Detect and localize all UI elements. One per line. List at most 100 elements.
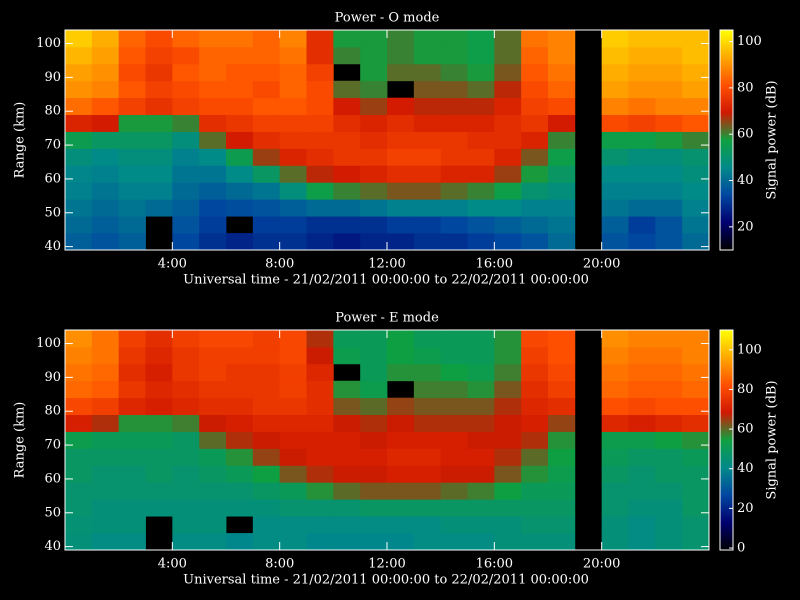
heatmap-cell — [333, 233, 361, 251]
heatmap-cell — [682, 380, 710, 399]
heatmap-cell — [118, 330, 146, 348]
heatmap-cell — [548, 63, 576, 82]
heatmap-cell — [65, 465, 93, 483]
heatmap-cell — [548, 46, 576, 65]
heatmap-cell — [360, 499, 388, 517]
heatmap-cell — [118, 499, 146, 517]
heatmap-cell — [494, 131, 522, 149]
heatmap-cell — [655, 448, 683, 466]
heatmap-cell — [413, 80, 442, 99]
heatmap-cell — [521, 199, 549, 217]
heatmap-cell — [521, 233, 549, 251]
heatmap-cell — [306, 30, 334, 48]
heatmap-cell — [467, 63, 495, 82]
heatmap-cell — [306, 516, 334, 534]
heatmap-cell — [548, 165, 576, 183]
heatmap-cell — [628, 414, 656, 432]
heatmap-cells — [65, 30, 710, 251]
heatmap-cell — [118, 148, 146, 166]
heatmap-cell — [682, 46, 710, 65]
heatmap-cell — [387, 46, 415, 65]
heatmap-cell — [145, 148, 173, 166]
heatmap-cell — [548, 114, 576, 132]
heatmap-cell — [226, 182, 254, 200]
heatmap-cell — [387, 97, 415, 116]
heatmap-cell — [387, 448, 415, 466]
heatmap-cell — [333, 414, 361, 432]
heatmap-cell — [172, 165, 200, 183]
heatmap-cell — [467, 80, 495, 99]
heatmap-cell — [467, 465, 495, 483]
heatmap-cell — [494, 448, 522, 466]
heatmap-cell — [91, 30, 120, 48]
heatmap-cell — [413, 465, 442, 483]
heatmap-cell — [494, 165, 522, 183]
heatmap-cell — [413, 346, 442, 365]
heatmap-cell — [65, 516, 93, 534]
heatmap-cell — [360, 165, 388, 183]
heatmap-cell — [306, 482, 334, 500]
heatmap-cell — [172, 182, 200, 200]
heatmap-cell — [118, 182, 146, 200]
heatmap-cell — [199, 363, 227, 382]
heatmap-cell — [682, 199, 710, 217]
heatmap-cell — [226, 346, 254, 365]
heatmap-cell — [252, 482, 281, 500]
heatmap-cell — [65, 431, 93, 449]
heatmap-cell — [682, 30, 710, 48]
heatmap-cell — [252, 165, 281, 183]
heatmap-cell — [628, 148, 656, 166]
heatmap-cell — [333, 330, 361, 348]
heatmap-cell — [601, 516, 629, 534]
heatmap-cell — [360, 397, 388, 416]
heatmap-cell — [440, 80, 468, 99]
heatmap-cell — [91, 182, 120, 200]
heatmap-cell — [172, 465, 200, 483]
heatmap-cell — [467, 414, 495, 432]
heatmap-cell — [413, 148, 442, 166]
heatmap-cell — [91, 363, 120, 382]
heatmap-cell — [548, 182, 576, 200]
colorbar-tick-label: 40 — [737, 461, 754, 476]
heatmap-cell — [306, 414, 334, 432]
heatmap-cell — [521, 148, 549, 166]
heatmap-cell — [333, 131, 361, 149]
heatmap-cell — [279, 199, 307, 217]
heatmap-cell — [521, 465, 549, 483]
heatmap-cell — [440, 346, 468, 365]
heatmap-cell — [413, 397, 442, 416]
heatmap-cell — [494, 97, 522, 116]
heatmap-cell — [467, 482, 495, 500]
heatmap-cell — [145, 448, 173, 466]
heatmap-cell — [601, 131, 629, 149]
y-tick-label: 70 — [44, 438, 61, 453]
heatmap-cell — [91, 448, 120, 466]
heatmap-cell — [440, 30, 468, 48]
heatmap-cell — [145, 431, 173, 449]
heatmap-cell — [65, 233, 93, 251]
heatmap-cell — [628, 431, 656, 449]
heatmap-cell — [440, 516, 468, 534]
heatmap-cell — [172, 148, 200, 166]
heatmap-cell — [655, 165, 683, 183]
x-axis-label: Universal time - 21/02/2011 00:00:00 to … — [183, 273, 589, 288]
heatmap-cell — [387, 346, 415, 365]
heatmap-cell — [333, 30, 361, 48]
y-tick-label: 40 — [44, 239, 61, 254]
heatmap-cell — [548, 216, 576, 234]
heatmap-cell — [521, 114, 549, 132]
heatmap-cell — [199, 199, 227, 217]
heatmap-cell — [333, 431, 361, 449]
x-axis-label: Universal time - 21/02/2011 00:00:00 to … — [183, 573, 589, 588]
heatmap-cell — [91, 165, 120, 183]
heatmap-cell — [199, 482, 227, 500]
heatmap-cell — [628, 131, 656, 149]
heatmap-cell — [226, 533, 254, 551]
heatmap-cell — [601, 533, 629, 551]
heatmap-cell — [65, 63, 93, 82]
heatmap-cell — [628, 63, 656, 82]
heatmap-cell — [252, 233, 281, 251]
heatmap-cell — [601, 431, 629, 449]
heatmap-cell — [91, 465, 120, 483]
heatmap-cell — [279, 114, 307, 132]
